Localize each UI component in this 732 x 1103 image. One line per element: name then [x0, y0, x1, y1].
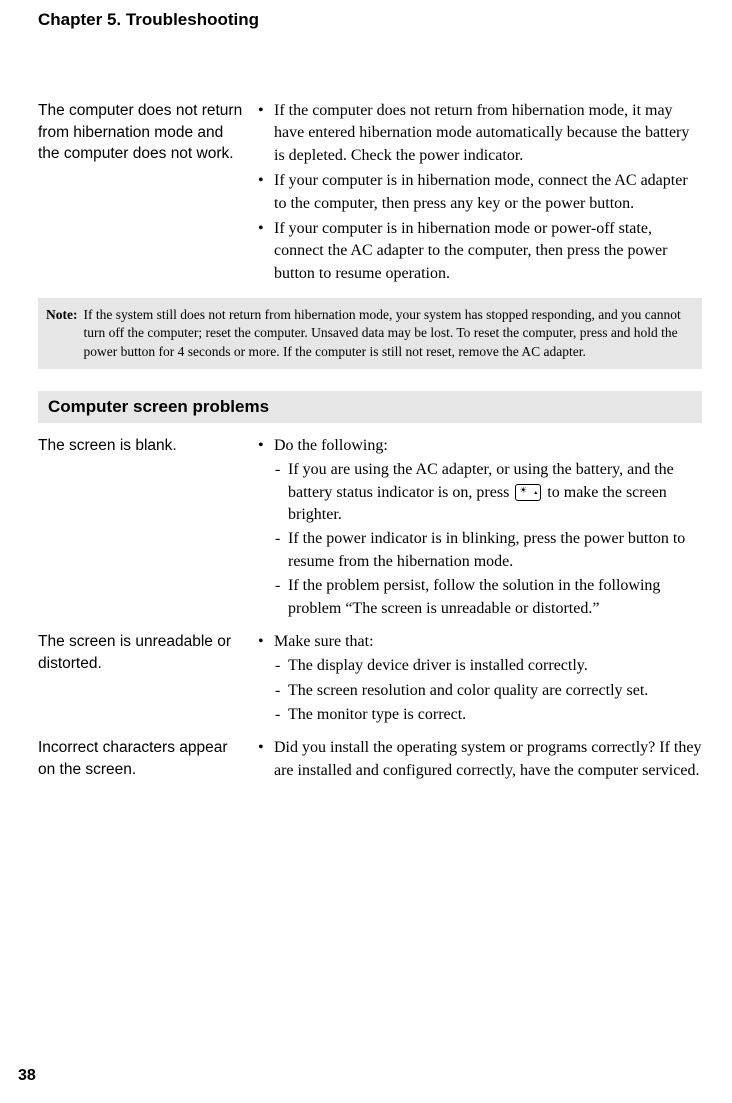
problem-text: The screen is unreadable or distorted. [38, 631, 256, 730]
solution-text: Make sure that: The display device drive… [256, 631, 702, 730]
problem-row-characters: Incorrect characters appear on the scree… [38, 737, 702, 785]
problem-text: Incorrect characters appear on the scree… [38, 737, 256, 785]
bullet-intro: Do the following: [274, 437, 388, 454]
section-header-screen: Computer screen problems [38, 391, 702, 423]
note-box: Note: If the system still does not retur… [38, 298, 702, 369]
note-text: If the system still does not return from… [83, 306, 694, 361]
bullet-item: Do the following: If you are using the A… [256, 435, 702, 620]
page-number: 38 [18, 1067, 36, 1085]
bullet-item: Make sure that: The display device drive… [256, 631, 702, 727]
problem-row-hibernation: The computer does not return from hibern… [38, 100, 702, 288]
brightness-key-icon [515, 484, 541, 501]
sub-item: The display device driver is installed c… [274, 655, 702, 677]
solution-text: If the computer does not return from hib… [256, 100, 702, 288]
sub-item: If the problem persist, follow the solut… [274, 575, 702, 620]
problem-row-blank-screen: The screen is blank. Do the following: I… [38, 435, 702, 623]
problem-text: The screen is blank. [38, 435, 256, 623]
sub-item: The screen resolution and color quality … [274, 680, 702, 702]
bullet-item: If your computer is in hibernation mode,… [256, 170, 702, 215]
sub-item: If the power indicator is in blinking, p… [274, 528, 702, 573]
sub-item: The monitor type is correct. [274, 704, 702, 726]
bullet-item: If the computer does not return from hib… [256, 100, 702, 167]
sub-item: If you are using the AC adapter, or usin… [274, 459, 702, 526]
chapter-title: Chapter 5. Troubleshooting [38, 10, 702, 30]
bullet-intro: Make sure that: [274, 633, 374, 650]
solution-text: Do the following: If you are using the A… [256, 435, 702, 623]
note-label: Note: [46, 306, 83, 361]
bullet-item: If your computer is in hibernation mode … [256, 218, 702, 285]
problem-row-unreadable: The screen is unreadable or distorted. M… [38, 631, 702, 730]
solution-text: Did you install the operating system or … [256, 737, 702, 785]
problem-text: The computer does not return from hibern… [38, 100, 256, 288]
bullet-item: Did you install the operating system or … [256, 737, 702, 782]
